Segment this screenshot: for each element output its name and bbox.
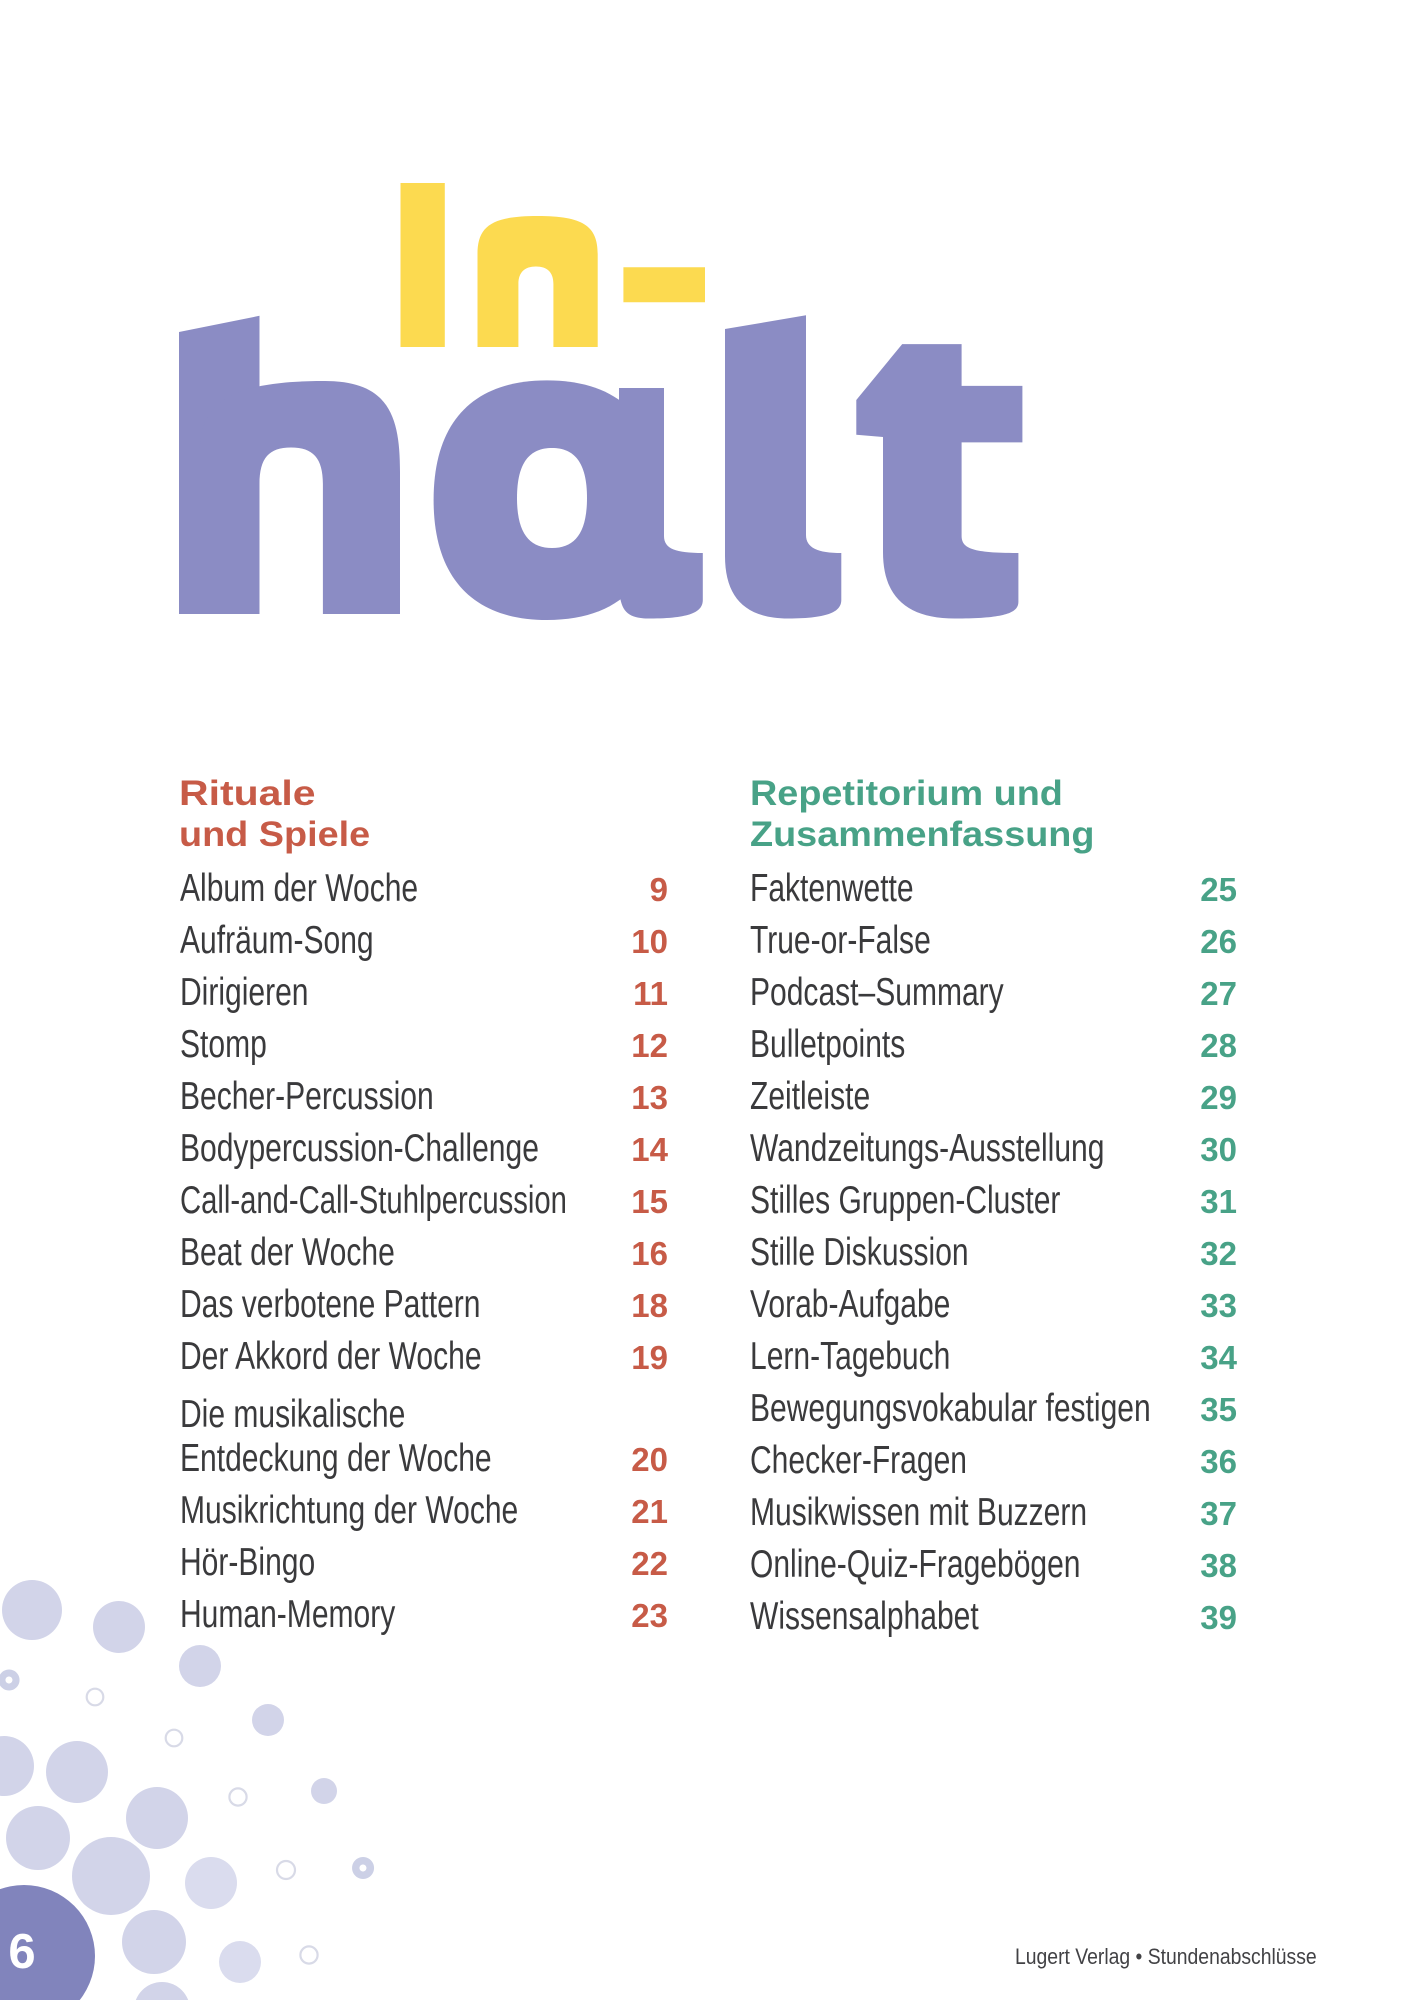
svg-text:6: 6 xyxy=(8,1925,35,1979)
